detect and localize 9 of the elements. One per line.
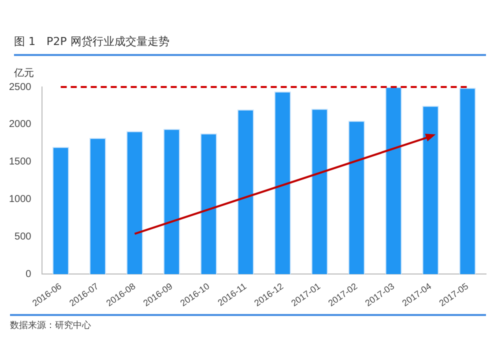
y-axis-title: 亿元: [14, 67, 34, 80]
y-tick-label: 1500: [8, 156, 32, 168]
source-note: 数据来源：研究中心: [10, 314, 486, 332]
y-tick-label: 2500: [8, 82, 32, 93]
y-tick-label: 500: [14, 232, 32, 243]
y-tick-label: 1000: [8, 194, 32, 206]
y-tick-label: 0: [26, 268, 32, 280]
y-tick-label: 2000: [8, 119, 32, 130]
chart-title: 图 1 P2P 网贷行业成交量走势: [14, 34, 486, 56]
